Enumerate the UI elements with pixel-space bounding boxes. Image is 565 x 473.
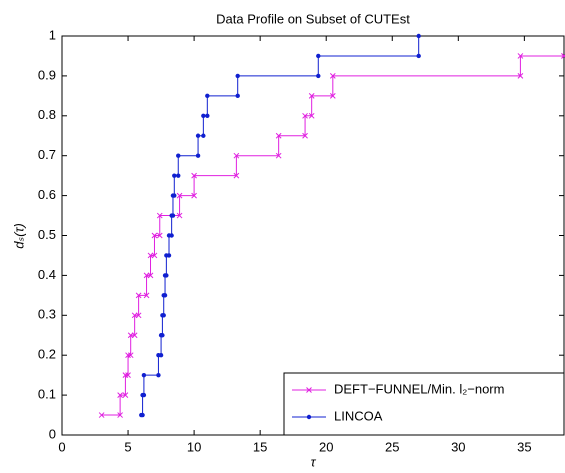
marker: [329, 92, 336, 99]
x-tick-label: 25: [385, 439, 399, 454]
marker: [122, 392, 129, 398]
legend-marker: [306, 387, 312, 393]
y-tick-label: 0.6: [38, 187, 56, 202]
marker: [161, 313, 166, 318]
marker: [517, 53, 524, 59]
marker: [127, 352, 134, 359]
legend: DEFT−FUNNEL/Min. l₂−norm LINCOA: [283, 372, 565, 436]
marker: [125, 372, 131, 379]
x-tick-label: 5: [124, 439, 131, 454]
x-tick-label: 35: [517, 439, 531, 454]
marker: [302, 132, 308, 139]
y-tick-label: 0.7: [38, 147, 56, 162]
marker: [191, 172, 197, 179]
marker: [235, 93, 240, 99]
marker: [156, 212, 163, 219]
marker: [195, 153, 201, 158]
marker: [176, 212, 183, 219]
marker: [316, 53, 321, 59]
marker: [141, 372, 147, 378]
marker: [233, 172, 240, 179]
marker: [191, 192, 197, 199]
marker: [151, 252, 158, 259]
legend-box: [283, 372, 565, 436]
x-tick-label: 20: [319, 439, 333, 454]
marker: [195, 133, 201, 138]
marker: [308, 92, 315, 99]
y-tick-label: 0.8: [38, 107, 56, 122]
marker: [205, 113, 210, 119]
legend-label: DEFT−FUNNEL/Min. l₂−norm: [334, 381, 504, 396]
y-tick-label: 1: [49, 27, 56, 42]
marker: [176, 153, 181, 158]
marker: [164, 273, 169, 278]
marker: [172, 173, 177, 178]
chart-title: Data Profile on Subset of CUTEst: [216, 11, 410, 26]
legend-label: LINCOA: [334, 408, 383, 423]
marker: [275, 152, 282, 159]
marker: [176, 173, 181, 178]
marker: [158, 353, 164, 358]
marker: [156, 232, 163, 239]
marker: [117, 412, 123, 418]
marker: [416, 33, 421, 39]
y-axis-label: dₛ(τ): [11, 223, 26, 249]
marker: [147, 272, 154, 279]
marker: [141, 392, 147, 398]
marker: [156, 372, 161, 378]
marker: [169, 233, 174, 238]
y-tick-label: 0.5: [38, 227, 56, 242]
marker: [166, 253, 172, 258]
marker: [117, 392, 123, 398]
marker: [201, 113, 206, 119]
marker: [561, 53, 565, 59]
x-tick-label: 30: [451, 439, 465, 454]
marker: [275, 132, 282, 139]
marker: [143, 292, 150, 299]
x-axis-label: τ: [311, 454, 317, 469]
step-line: [141, 36, 420, 416]
y-tick-label: 0.9: [38, 67, 56, 82]
y-tick-label: 0.1: [38, 387, 56, 402]
marker: [135, 312, 142, 319]
marker: [416, 53, 421, 59]
y-tick-label: 0.3: [38, 307, 56, 322]
marker: [201, 133, 206, 138]
x-tick-label: 15: [253, 439, 267, 454]
marker: [308, 112, 315, 119]
marker: [162, 293, 168, 298]
marker: [172, 193, 177, 198]
y-tick-label: 0.4: [38, 267, 56, 282]
marker: [151, 232, 158, 239]
marker: [329, 73, 336, 79]
x-tick-label: 0: [58, 439, 65, 454]
marker: [135, 292, 142, 299]
marker: [140, 412, 145, 418]
marker: [131, 332, 138, 339]
marker: [302, 112, 308, 119]
legend-marker: [306, 414, 312, 420]
marker: [160, 333, 165, 338]
y-tick-label: 0.2: [38, 347, 56, 362]
marker: [170, 213, 176, 218]
marker: [176, 192, 183, 199]
y-tick-label: 0: [49, 426, 56, 441]
x-tick-label: 10: [187, 439, 201, 454]
marker: [517, 73, 524, 79]
marker: [205, 93, 210, 99]
marker: [98, 412, 105, 418]
marker: [233, 152, 240, 159]
marker: [316, 73, 321, 79]
marker: [235, 73, 240, 79]
